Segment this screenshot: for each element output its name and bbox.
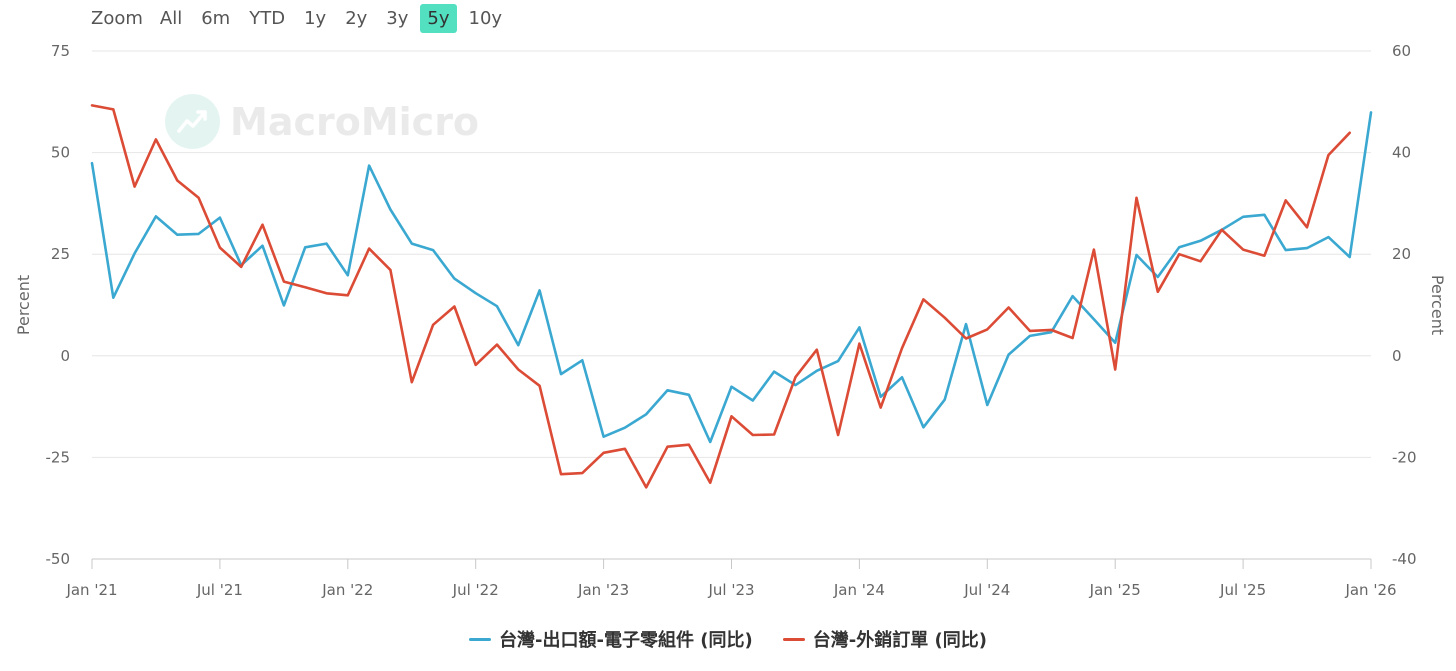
chart-line-icon [165,94,220,149]
y-left-tick-label: 50 [51,144,70,162]
series-line-1[interactable] [90,111,1373,444]
y-left-tick-label: -25 [46,448,71,466]
series-line-2[interactable] [90,104,1351,489]
x-tick-label: Jul '25 [1219,581,1266,599]
range-button-1y[interactable]: 1y [304,7,327,29]
y-left-tick-label: 0 [60,347,70,365]
legend-label-series2: 台灣-外銷訂單 (同比) [812,630,987,651]
axis-layer: 75 50 25 0 -25 -50 60 40 20 0 -20 -40 Jan '21 Jul '21… [46,42,1417,599]
range-button-2y[interactable]: 2y [345,7,368,29]
y-right-tick-label: 40 [1392,144,1411,162]
y-left-tick-label: 25 [51,245,70,263]
y-right-tick-label: 60 [1392,42,1411,60]
y-left-tick-label: 75 [51,42,70,60]
legend-swatch-series2 [782,637,805,641]
y-right-tick-label: 20 [1392,245,1411,263]
y-left-axis-title: Percent [14,275,33,335]
x-tick-label: Jan '25 [1089,581,1141,599]
x-tick-label: Jan '22 [321,581,373,599]
legend-swatch-series1 [469,637,492,641]
line-chart: 75 50 25 0 -25 -50 60 40 20 0 -20 -40 Jan '21 Jul '21… [14,42,1447,599]
range-selector: Zoom All 6m YTD 1y 2y 3y 5y 10y [82,2,514,34]
range-button-ytd[interactable]: YTD [249,7,286,29]
zoom-label: Zoom [91,7,143,29]
legend-item-electronic-components[interactable]: 台灣-出口額-電子零組件 (同比) [469,626,753,652]
x-tick-label: Jan '26 [1344,581,1396,599]
x-tick-label: Jan '24 [833,581,885,599]
y-right-axis-title: Percent [1428,275,1447,335]
y-left-tick-label: -50 [46,550,71,568]
x-tick-label: Jan '23 [577,581,629,599]
legend-item-export-orders[interactable]: 台灣-外銷訂單 (同比) [782,626,987,652]
y-right-tick-label: 0 [1392,347,1402,365]
series-layer [90,104,1373,489]
watermark: MacroMicro [165,94,479,149]
grid-layer [92,50,1371,560]
range-button-all[interactable]: All [159,7,183,29]
watermark-text: MacroMicro [230,99,480,144]
y-right-tick-label: -20 [1392,448,1417,466]
x-tick-label: Jul '23 [707,581,754,599]
y-right-tick-label: -40 [1392,550,1417,568]
x-tick-label: Jul '21 [196,581,243,599]
range-button-10y[interactable]: 10y [468,7,503,29]
range-button-6m[interactable]: 6m [201,7,231,29]
range-button-5y[interactable]: 5y [420,3,457,33]
legend-label-series1: 台灣-出口額-電子零組件 (同比) [499,630,753,651]
x-tick-label: Jan '21 [65,581,117,599]
range-button-3y[interactable]: 3y [386,7,409,29]
x-tick-label: Jul '22 [452,581,499,599]
x-tick-label: Jul '24 [963,581,1010,599]
legend: 台灣-出口額-電子零組件 (同比) 台灣-外銷訂單 (同比) [0,626,1456,652]
